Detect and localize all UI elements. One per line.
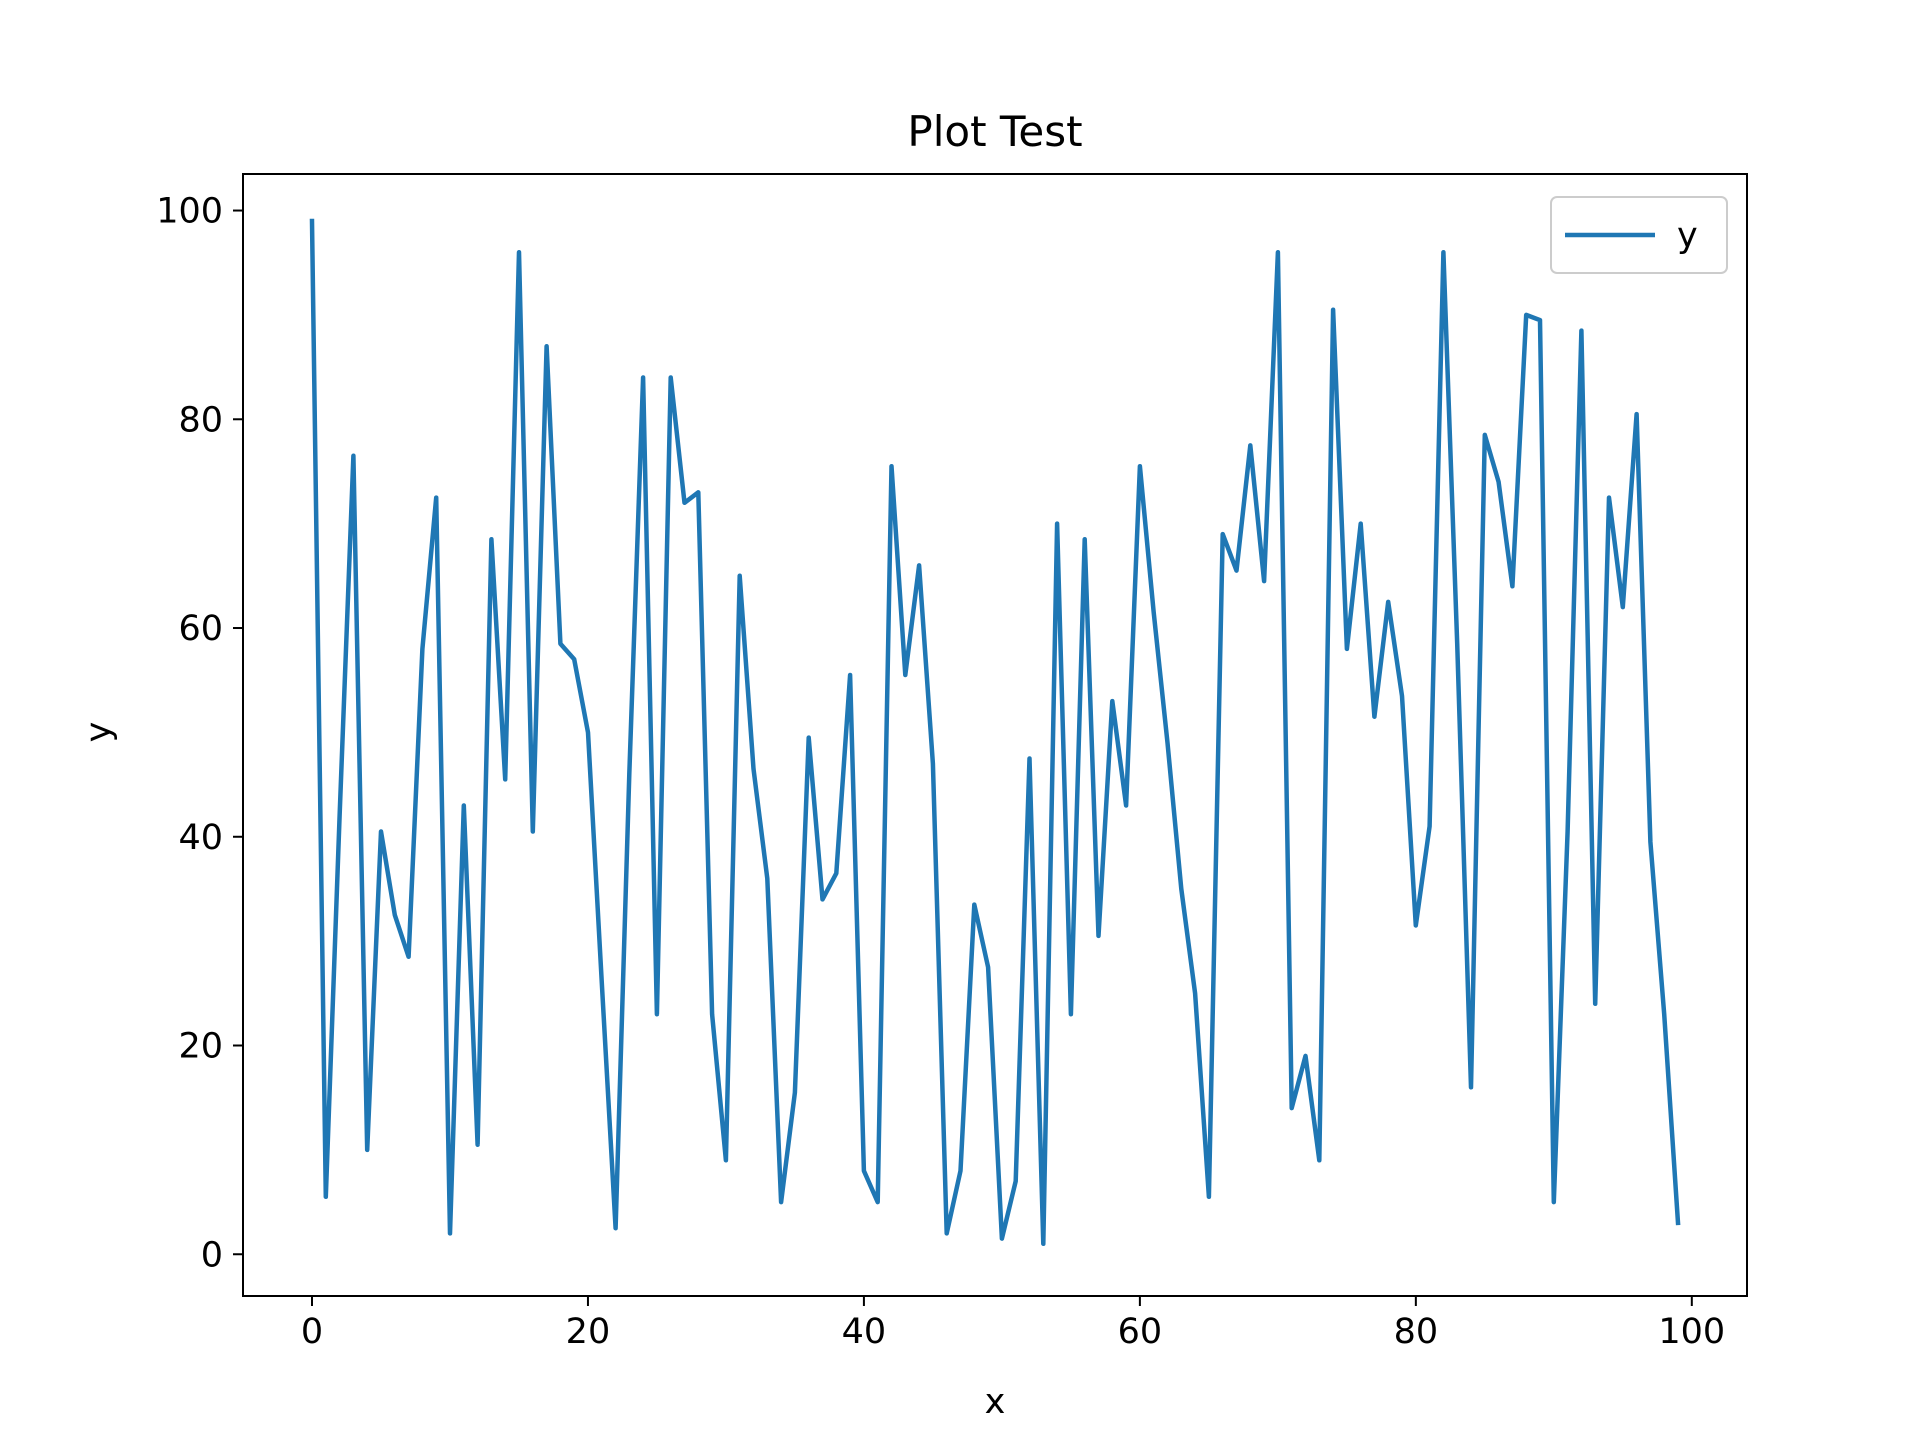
x-tick-label: 0	[301, 1312, 323, 1352]
x-axis-label: x	[985, 1382, 1006, 1422]
x-tick-label: 100	[1658, 1312, 1725, 1352]
x-tick-label: 20	[566, 1312, 611, 1352]
legend-label: y	[1677, 216, 1698, 256]
y-tick-label: 80	[178, 400, 223, 440]
x-tick-label: 80	[1394, 1312, 1439, 1352]
chart-title: Plot Test	[907, 107, 1082, 156]
series-line-y	[309, 218, 1681, 1247]
y-tick-label: 0	[201, 1235, 223, 1275]
y-tick-label: 40	[178, 818, 223, 858]
x-tick-label: 40	[842, 1312, 887, 1352]
plot-area: 0 20 40 60 80 100 0 20 40 60 80 100 y	[156, 173, 1748, 1352]
axes-frame	[242, 173, 1748, 1297]
y-axis-label: y	[79, 722, 119, 743]
y-tick-label: 100	[156, 192, 223, 232]
y-tick-label: 60	[178, 609, 223, 649]
y-tick-label: 20	[178, 1027, 223, 1067]
x-tick-label: 60	[1118, 1312, 1163, 1352]
